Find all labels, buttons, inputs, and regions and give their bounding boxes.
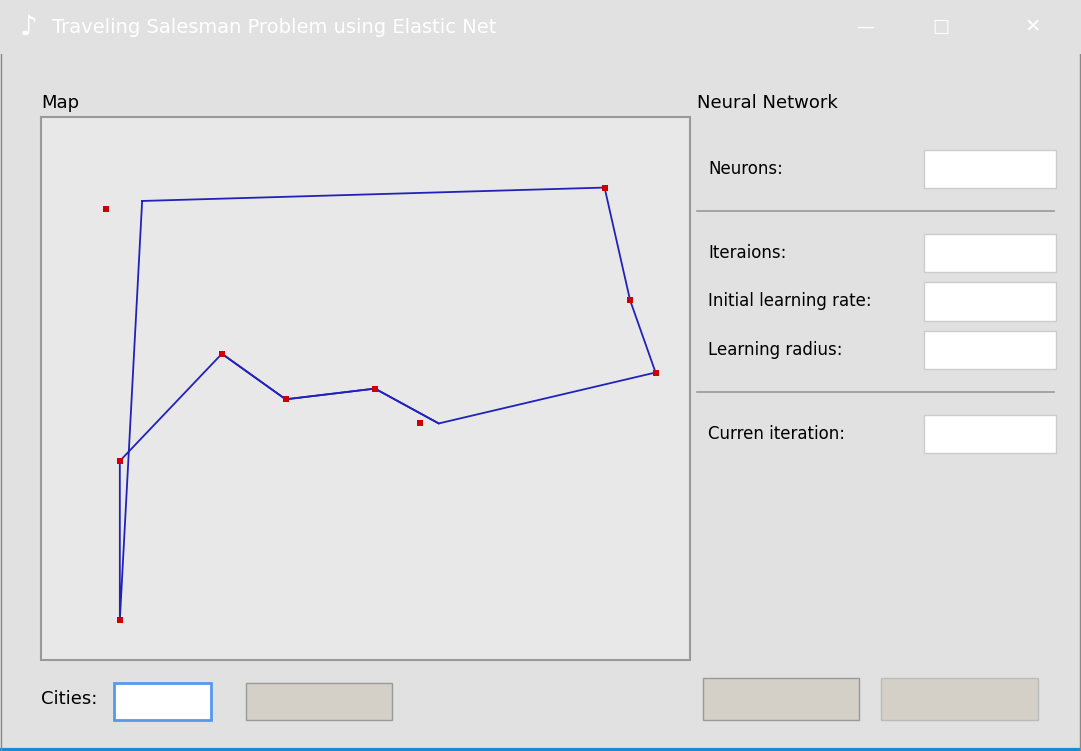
FancyBboxPatch shape bbox=[114, 683, 211, 719]
FancyBboxPatch shape bbox=[246, 683, 392, 719]
Text: Start: Start bbox=[760, 689, 801, 707]
Text: 0.5: 0.5 bbox=[933, 292, 959, 310]
FancyBboxPatch shape bbox=[924, 150, 1056, 189]
Text: ✕: ✕ bbox=[1024, 17, 1041, 37]
Text: Initial learning rate:: Initial learning rate: bbox=[708, 292, 871, 310]
FancyBboxPatch shape bbox=[924, 234, 1056, 272]
Text: Learning radius:: Learning radius: bbox=[708, 341, 842, 359]
Text: Neurons:: Neurons: bbox=[708, 160, 783, 178]
FancyBboxPatch shape bbox=[703, 678, 859, 719]
Text: ♪: ♪ bbox=[19, 13, 37, 41]
Text: Traveling Salesman Problem using Elastic Net: Traveling Salesman Problem using Elastic… bbox=[52, 17, 496, 37]
Text: Iteraions:: Iteraions: bbox=[708, 243, 787, 261]
FancyBboxPatch shape bbox=[41, 117, 690, 660]
FancyBboxPatch shape bbox=[881, 678, 1038, 719]
Text: Map: Map bbox=[41, 94, 79, 112]
Text: —: — bbox=[856, 18, 873, 36]
Text: 500: 500 bbox=[933, 243, 964, 261]
FancyBboxPatch shape bbox=[924, 331, 1056, 369]
Text: 500: 500 bbox=[933, 425, 964, 443]
Text: Curren iteration:: Curren iteration: bbox=[708, 425, 845, 443]
Text: Neural Network: Neural Network bbox=[697, 94, 838, 112]
Text: Generate: Generate bbox=[280, 689, 358, 707]
FancyBboxPatch shape bbox=[924, 282, 1056, 321]
Text: 0.5: 0.5 bbox=[933, 341, 959, 359]
Text: Stop: Stop bbox=[940, 689, 977, 707]
Text: 10: 10 bbox=[124, 689, 146, 707]
Text: 20: 20 bbox=[933, 160, 955, 178]
FancyBboxPatch shape bbox=[924, 415, 1056, 453]
Text: □: □ bbox=[932, 18, 949, 36]
Text: Cities:: Cities: bbox=[41, 689, 97, 707]
